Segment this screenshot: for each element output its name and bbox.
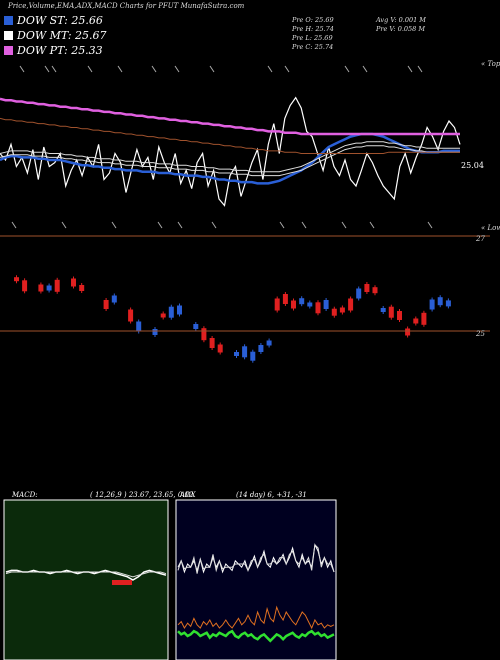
pre-volume: Pre V: 0.058 M — [376, 25, 426, 33]
bottom-tick — [211, 221, 217, 229]
top-tick — [51, 65, 57, 73]
legend-label-st: DOW ST: 25.66 — [17, 14, 103, 27]
top-tick — [87, 65, 93, 73]
adx-lines — [177, 543, 335, 643]
bottom-tick — [61, 221, 67, 229]
top-tick — [267, 65, 273, 73]
ema-long-line — [0, 97, 460, 136]
legend-swatch-mt — [4, 31, 13, 40]
bottom-tick — [177, 221, 183, 229]
adx-secondary-line — [177, 543, 335, 574]
pre-close: Pre C: 25.74 — [292, 43, 334, 51]
volume-panel — [14, 275, 451, 363]
top-tick — [209, 65, 215, 73]
top-tick — [19, 65, 25, 73]
adx-minus-di-line — [177, 605, 335, 630]
current-price-label: 25.04 — [461, 161, 484, 170]
bottom-tick — [427, 221, 433, 229]
ema-mid-line — [0, 145, 460, 177]
macd-params: ( 12,26,9 ) 23.67, 23.65, 0.02 — [90, 491, 194, 499]
volume-bottom-label: 25 — [475, 330, 485, 338]
top-tick — [344, 65, 350, 73]
volume-top-label: 27 — [475, 235, 485, 243]
legend-label-mt: DOW MT: 25.67 — [17, 29, 107, 42]
price-panel — [0, 96, 461, 207]
bottom-tick — [111, 221, 117, 229]
bottom-tick — [341, 221, 347, 229]
top-tick — [284, 65, 290, 73]
macd-signal-line — [5, 571, 167, 578]
avg-volume: Avg V: 0.001 M — [376, 16, 426, 24]
ema-short-line — [0, 132, 460, 185]
legend-label-pt: DOW PT: 25.33 — [17, 44, 103, 57]
price-tick-marks — [11, 65, 433, 229]
adx-params: (14 day) 6, +31, -31 — [236, 491, 307, 499]
adx-plus-di-line — [177, 629, 335, 643]
macd-histogram — [112, 580, 132, 585]
bottom-tick — [157, 221, 163, 229]
bottom-tick — [301, 221, 307, 229]
legend-dow-mt: DOW MT: 25.67 — [4, 29, 107, 42]
top-tick — [407, 65, 413, 73]
bottom-tick — [11, 221, 17, 229]
legend-dow-pt: DOW PT: 25.33 — [4, 44, 103, 57]
macd-panel — [3, 499, 169, 660]
macd-label: MACD: — [11, 491, 38, 499]
pre-open: Pre O: 25.69 — [292, 16, 334, 24]
legend-swatch-pt — [4, 46, 13, 55]
price-line — [0, 96, 461, 207]
legend-swatch-st — [4, 16, 13, 25]
macd-lines — [5, 569, 167, 585]
top-tick — [362, 65, 368, 73]
chart-title: Price,Volume,EMA,ADX,MACD Charts for PFU… — [8, 2, 245, 10]
top-tick — [117, 65, 123, 73]
top-tick — [174, 65, 180, 73]
pre-high: Pre H: 25.74 — [292, 25, 334, 33]
ema-mid-upper-line — [0, 141, 460, 173]
adx-line — [177, 543, 335, 574]
bottom-tick — [279, 221, 285, 229]
tops-label: « Tops — [481, 60, 500, 68]
legend-dow-st: DOW ST: 25.66 — [4, 14, 103, 27]
top-tick — [44, 65, 50, 73]
bottom-tick — [369, 221, 375, 229]
lows-label: « Lows — [481, 224, 500, 232]
ema-brown-line — [0, 117, 460, 154]
pre-low: Pre L: 25.69 — [292, 34, 333, 42]
top-tick — [417, 65, 423, 73]
top-tick — [151, 65, 157, 73]
adx-label: ADX — [179, 491, 197, 499]
